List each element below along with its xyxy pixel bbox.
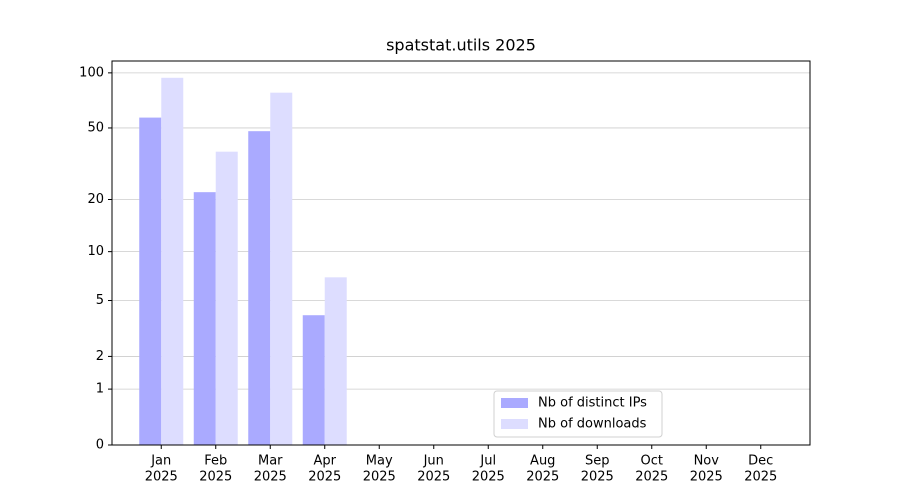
x-tick-label: 2025 [199, 470, 232, 485]
x-tick-label: Mar [258, 454, 283, 469]
x-tick-label: Apr [314, 454, 337, 469]
x-tick-label: 2025 [363, 470, 396, 485]
x-tick-label: 2025 [145, 470, 178, 485]
x-tick-label: May [366, 454, 393, 469]
y-tick-label: 10 [87, 244, 104, 259]
bar [215, 151, 238, 445]
bar [193, 192, 216, 445]
bar [248, 131, 271, 446]
x-tick-label: Jan [150, 454, 171, 469]
bar [161, 77, 184, 445]
x-tick-label: 2025 [526, 470, 559, 485]
bar [270, 92, 293, 446]
legend: Nb of distinct IPs Nb of downloads [493, 390, 663, 438]
x-tick-label: Nov [694, 454, 720, 469]
x-tick-label: 2025 [254, 470, 287, 485]
x-tick-label: Jul [479, 454, 496, 469]
y-tick-label: 20 [87, 192, 104, 207]
bar [302, 315, 325, 445]
x-tick-label: 2025 [635, 470, 668, 485]
legend-frame [493, 390, 663, 438]
legend-label: Nb of downloads [538, 417, 647, 432]
y-tick-label: 1 [96, 382, 104, 397]
legend-swatch [501, 398, 528, 408]
x-tick-label: Jun [423, 454, 444, 469]
x-tick-label: Oct [641, 454, 663, 469]
x-tick-label: 2025 [472, 470, 505, 485]
legend-label: Nb of distinct IPs [538, 396, 647, 411]
x-tick-label: 2025 [417, 470, 450, 485]
x-tick-label: Aug [530, 454, 555, 469]
y-tick-label: 0 [96, 438, 104, 453]
legend-swatch [501, 419, 528, 429]
x-tick-label: Feb [204, 454, 227, 469]
x-tick-label: 2025 [690, 470, 723, 485]
plot-frame [111, 60, 811, 446]
y-tick-label: 100 [79, 65, 104, 80]
chart-title: spatstat.utils 2025 [386, 36, 536, 55]
bar [139, 117, 162, 445]
x-tick-label: 2025 [308, 470, 341, 485]
y-tick-label: 50 [87, 120, 104, 135]
y-tick-label: 2 [96, 349, 104, 364]
x-tick-label: 2025 [744, 470, 777, 485]
x-tick-label: Dec [748, 454, 773, 469]
y-tick-label: 5 [96, 293, 104, 308]
x-tick-label: 2025 [581, 470, 614, 485]
x-tick-label: Sep [585, 454, 610, 469]
bar [324, 277, 347, 445]
